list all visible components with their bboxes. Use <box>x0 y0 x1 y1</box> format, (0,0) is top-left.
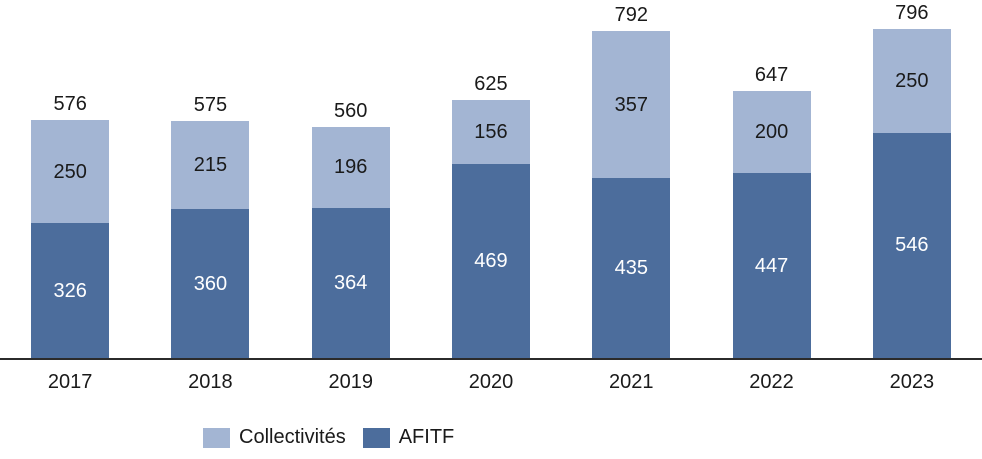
segment-collectivites: 250 <box>872 29 951 133</box>
bar-group-2021: 792 357 435 <box>561 0 701 358</box>
segment-collectivites: 250 <box>31 120 110 224</box>
segment-afitf: 447 <box>732 173 811 358</box>
segment-collectivites: 196 <box>311 126 390 208</box>
x-axis-label-2019: 2019 <box>328 371 373 393</box>
segment-value-label: 156 <box>474 121 508 144</box>
x-axis-label-2018: 2018 <box>188 371 233 393</box>
total-label: 625 <box>474 72 508 95</box>
segment-value-label: 215 <box>193 153 228 176</box>
segment-collectivites: 357 <box>592 30 671 179</box>
bar-group-2022: 647 200 447 <box>701 0 841 358</box>
x-axis-label-2023: 2023 <box>889 371 935 393</box>
x-axis-label-2021: 2021 <box>609 371 654 393</box>
bar-group-2019: 560 196 364 <box>281 0 421 358</box>
x-axis: 2017 2018 2019 2020 2021 2022 2023 <box>0 362 982 394</box>
total-label: 575 <box>193 93 228 116</box>
legend-entry-collectivites: Collectivités <box>203 426 346 449</box>
segment-value-label: 447 <box>754 254 789 277</box>
legend-entry-afitf: AFITF <box>362 426 455 449</box>
segment-afitf: 326 <box>31 223 110 358</box>
segment-value-label: 435 <box>614 257 648 280</box>
segment-afitf: 546 <box>872 132 951 358</box>
total-label: 576 <box>53 93 87 116</box>
segment-collectivites: 200 <box>732 90 811 174</box>
segment-collectivites: 215 <box>171 120 250 210</box>
segment-value-label: 469 <box>474 250 508 273</box>
bar-group-2017: 576 250 326 <box>0 0 140 358</box>
total-label: 647 <box>754 63 789 86</box>
segment-afitf: 469 <box>451 164 530 358</box>
legend-label-afitf: AFITF <box>398 426 455 448</box>
bar-group-2018: 575 215 360 <box>140 0 280 358</box>
bar-group-2020: 625 156 469 <box>421 0 561 358</box>
legend-swatch-collectivites-icon <box>203 427 230 448</box>
x-axis-label-2022: 2022 <box>749 371 794 393</box>
segment-value-label: 250 <box>53 160 87 183</box>
segment-value-label: 364 <box>334 271 368 294</box>
legend-swatch-afitf-icon <box>362 427 390 448</box>
bar-group-2023: 796 250 546 <box>842 0 982 358</box>
total-label: 560 <box>334 99 368 122</box>
plot-area: 576 250 326 575 215 360 560 196 364 625 156 469 792 3… <box>0 0 982 360</box>
segment-afitf: 364 <box>311 207 390 358</box>
x-axis-label-2017: 2017 <box>47 371 93 393</box>
segment-value-label: 546 <box>895 234 929 257</box>
segment-afitf: 360 <box>171 209 250 358</box>
legend-label-collectivites: Collectivités <box>239 426 346 448</box>
segment-value-label: 200 <box>754 121 789 144</box>
segment-value-label: 250 <box>895 69 929 92</box>
x-axis-label-2020: 2020 <box>468 371 514 393</box>
total-label: 796 <box>895 2 929 25</box>
segment-afitf: 435 <box>592 178 671 358</box>
segment-collectivites: 156 <box>451 99 530 165</box>
segment-value-label: 360 <box>193 272 228 295</box>
legend: Collectivités AFITF <box>203 426 454 449</box>
segment-value-label: 357 <box>614 93 648 116</box>
segment-value-label: 326 <box>53 279 87 302</box>
total-label: 792 <box>614 3 648 26</box>
segment-value-label: 196 <box>334 156 368 179</box>
